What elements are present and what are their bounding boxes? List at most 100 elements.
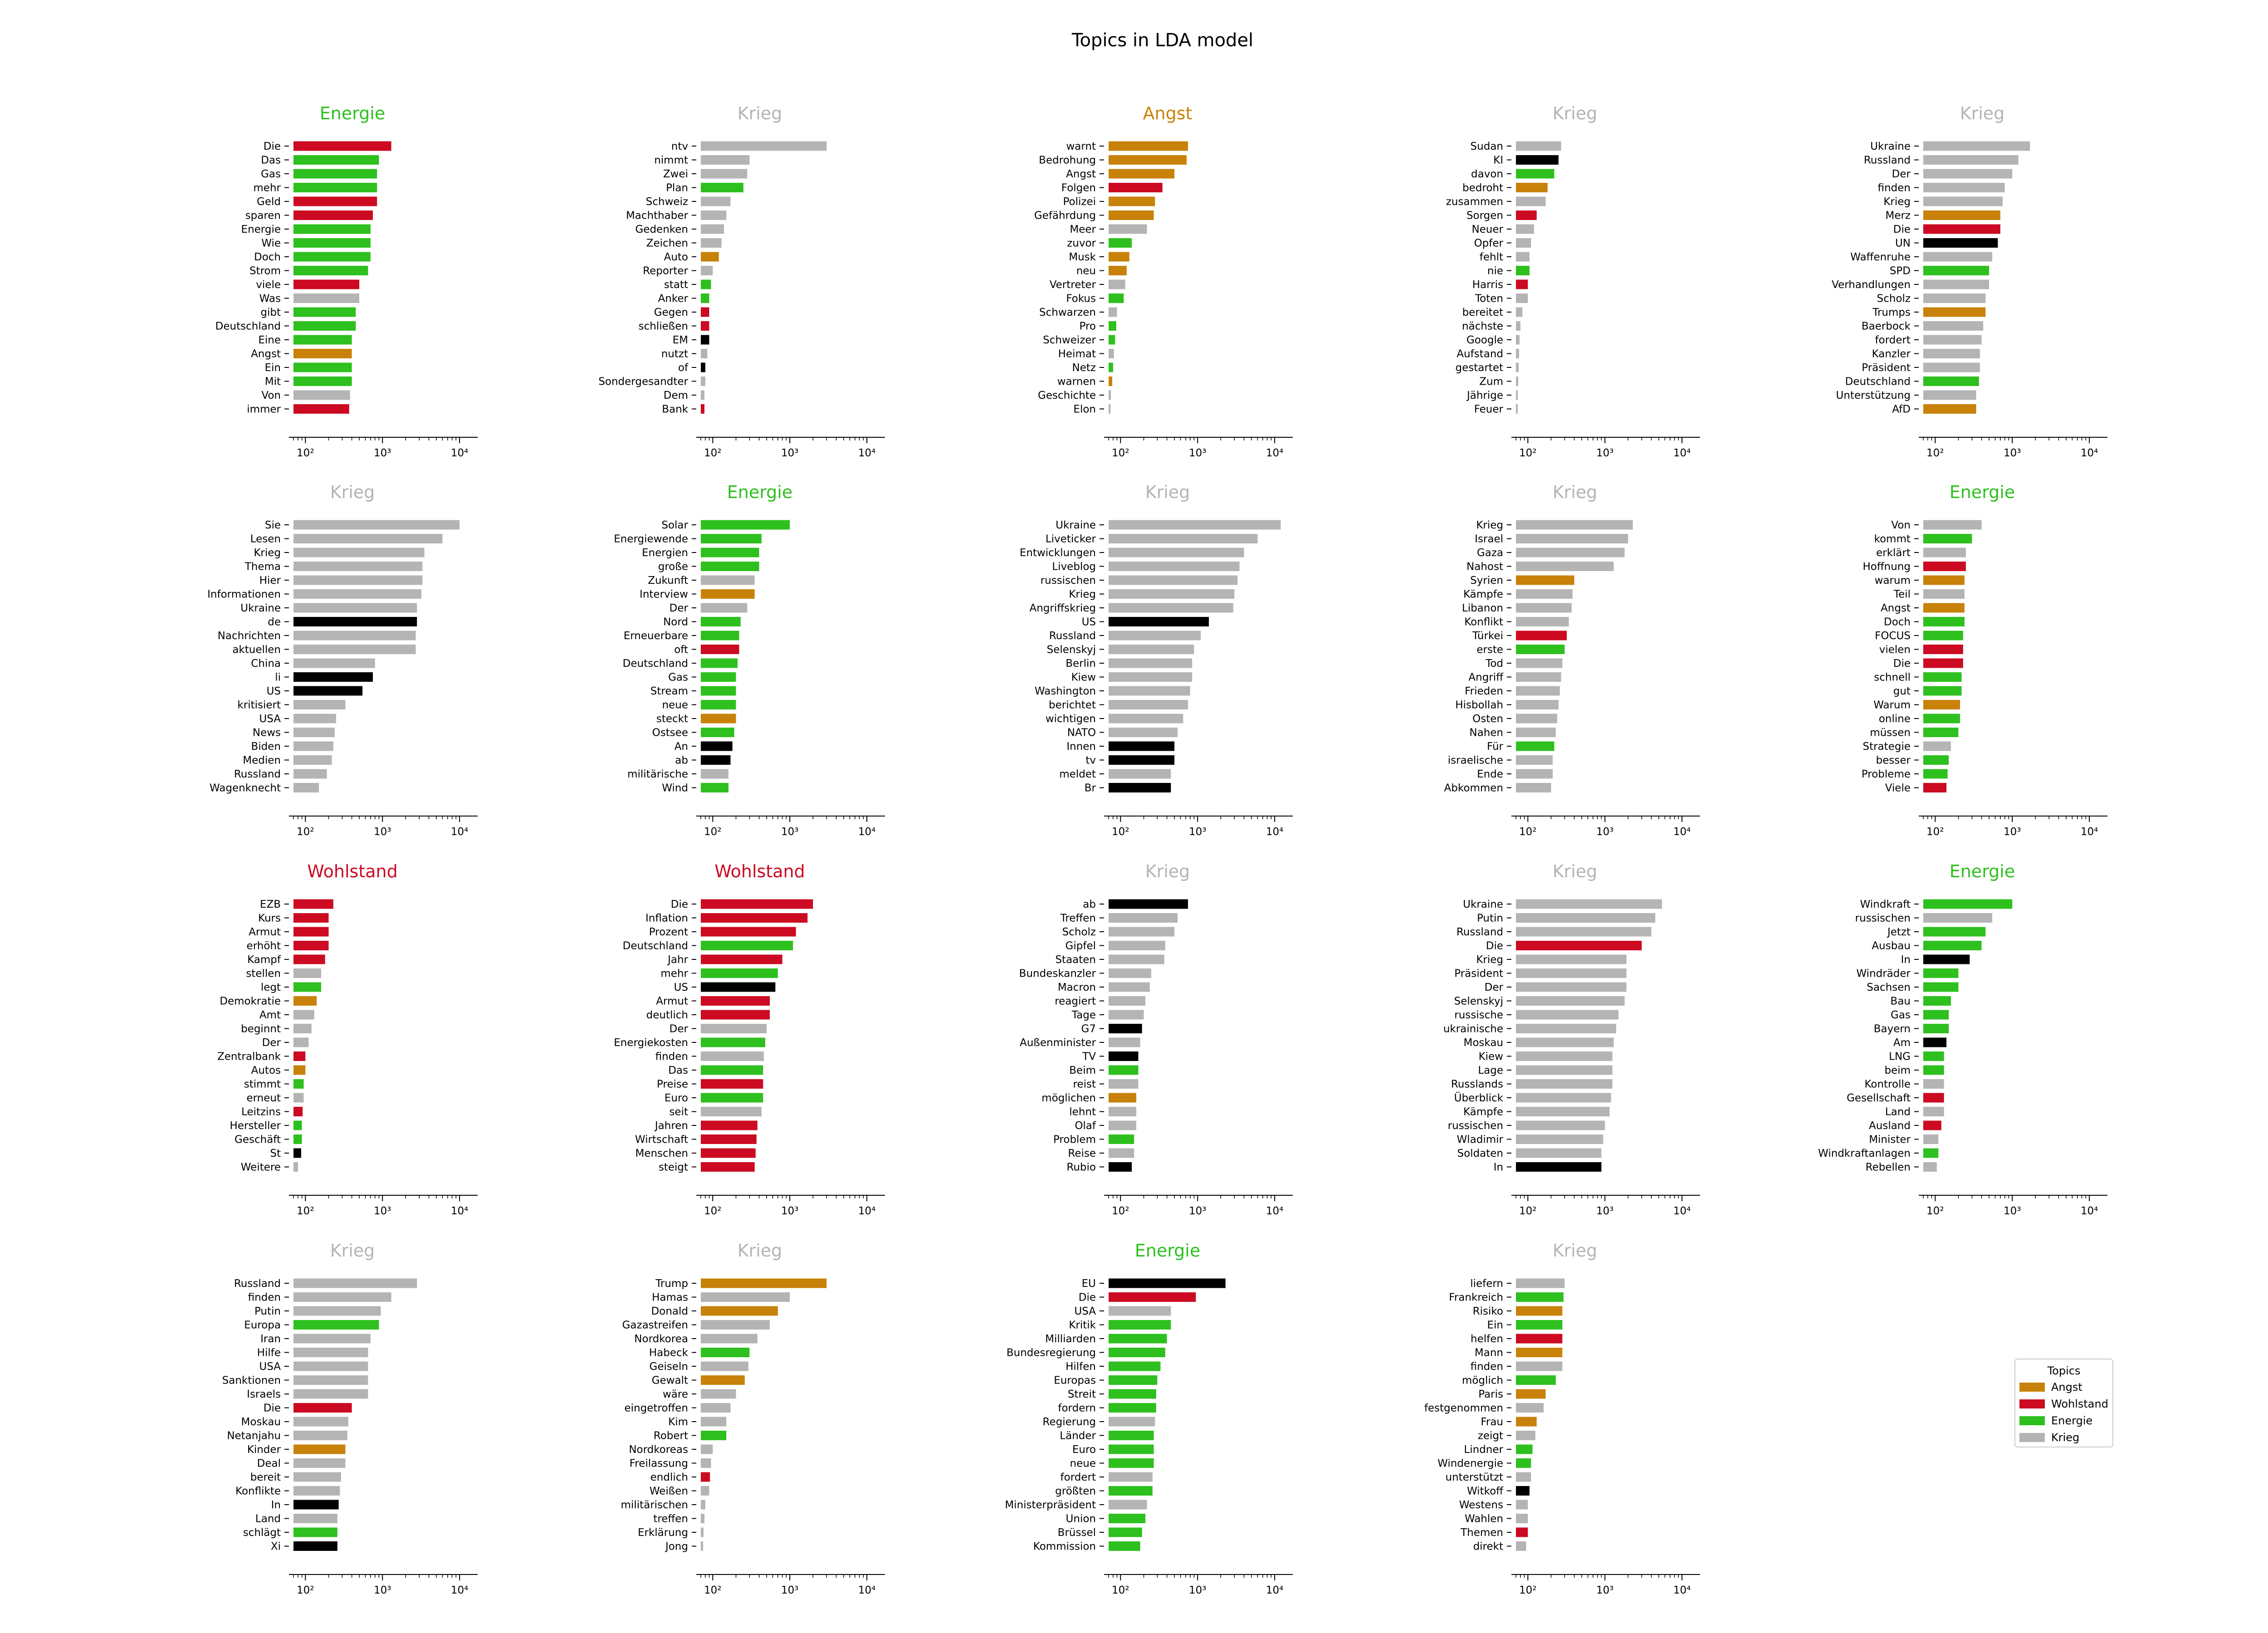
x-tick-label: 10⁴ <box>1673 1584 1691 1596</box>
word-label: Russland <box>1864 155 1911 166</box>
subplot-title: Energie <box>1950 861 2015 881</box>
word-label: ab <box>1083 899 1096 910</box>
legend-swatch-wohlstand <box>2019 1399 2045 1408</box>
word-label: Iran <box>260 1333 281 1345</box>
bar-Geschichte <box>1109 390 1111 400</box>
bar-Brüssel <box>1109 1527 1142 1537</box>
word-label: vielen <box>1879 644 1911 656</box>
word-label: Präsident <box>1454 968 1503 980</box>
bar-finden <box>1923 183 2005 192</box>
bar-Wagenknecht <box>293 783 319 792</box>
word-label: Israel <box>1475 533 1503 545</box>
bar-An <box>701 741 733 751</box>
bar-bereit <box>293 1472 341 1482</box>
bar-Vertreter <box>1109 279 1125 289</box>
word-label: Google <box>1466 334 1503 346</box>
bar-erneut <box>293 1093 304 1103</box>
word-label: Angst <box>1066 168 1096 180</box>
word-label: erklärt <box>1876 547 1911 559</box>
bar-Viele <box>1923 783 1947 792</box>
word-label: TV <box>1082 1051 1096 1063</box>
bar-SPD <box>1923 266 1989 275</box>
bar-Angriff <box>1516 672 1561 682</box>
word-label: Länder <box>1060 1430 1096 1442</box>
bar-Demokratie <box>293 996 317 1006</box>
word-label: Krieg <box>1069 589 1096 601</box>
bar-Windkraftanlagen <box>1923 1148 1939 1158</box>
word-label: Präsident <box>1862 362 1911 374</box>
word-label: Hier <box>259 575 281 587</box>
bar-Geschäft <box>293 1134 302 1144</box>
word-label: bedroht <box>1462 182 1503 194</box>
word-label: Windkraft <box>1860 899 1911 910</box>
subplot-title: Wohlstand <box>307 861 397 881</box>
bar-Fokus <box>1109 293 1124 303</box>
bar-Sachsen <box>1923 982 1959 992</box>
bar-In <box>293 1500 339 1510</box>
word-label: Strategie <box>1863 741 1911 753</box>
legend-swatch-energie <box>2019 1416 2045 1425</box>
word-label: neue <box>662 699 688 711</box>
bar-direkt <box>1516 1541 1526 1551</box>
word-label: Regierung <box>1043 1416 1096 1428</box>
bar-Br <box>1109 783 1171 792</box>
word-label: Habeck <box>649 1347 689 1359</box>
word-label: möglichen <box>1041 1092 1096 1104</box>
word-label: Witkoff <box>1467 1486 1504 1497</box>
word-label: erhöht <box>247 940 281 952</box>
bar-Staaten <box>1109 954 1164 964</box>
bar-Abkommen <box>1516 783 1551 792</box>
word-label: USA <box>1074 1305 1096 1317</box>
bar-Ausland <box>1923 1120 1941 1130</box>
word-label: Risiko <box>1473 1305 1503 1317</box>
word-label: Frau <box>1481 1416 1503 1428</box>
word-label: Ausbau <box>1872 940 1911 952</box>
bar-wichtigen <box>1109 714 1183 724</box>
word-label: Energiekosten <box>614 1037 688 1049</box>
bar-Regierung <box>1109 1417 1155 1427</box>
word-label: Wagenknecht <box>210 782 281 794</box>
word-label: Geschäft <box>235 1134 281 1146</box>
word-label: Energie <box>241 224 281 235</box>
bar-Google <box>1516 335 1520 345</box>
bar-Nachrichten <box>293 631 416 640</box>
x-tick-label: 10⁴ <box>2081 447 2098 459</box>
word-label: Westens <box>1459 1499 1503 1511</box>
word-label: Die <box>671 899 688 910</box>
x-tick-label: 10³ <box>781 1205 799 1217</box>
legend-swatch-krieg <box>2019 1433 2045 1442</box>
word-label: Gewalt <box>652 1375 688 1387</box>
word-label: Waffenruhe <box>1850 251 1911 263</box>
bar-Selenskyj <box>1109 645 1194 654</box>
word-label: israelische <box>1448 755 1503 767</box>
x-tick-label: 10³ <box>781 826 799 838</box>
word-label: liefern <box>1470 1278 1503 1290</box>
bar-Hoffnung <box>1923 562 1966 571</box>
word-label: In <box>271 1499 281 1511</box>
bar-Washington <box>1109 686 1190 696</box>
bar-festgenommen <box>1516 1403 1544 1413</box>
bar-Olaf <box>1109 1120 1136 1130</box>
word-label: Donald <box>651 1305 688 1317</box>
x-tick-label: 10³ <box>2004 826 2021 838</box>
bar-Meer <box>1109 224 1147 234</box>
word-label: Washington <box>1035 685 1096 697</box>
bar-Gegen <box>701 307 709 317</box>
subplot-title: Angst <box>1143 103 1193 123</box>
bar-Verhandlungen <box>1923 279 1989 289</box>
bar-neu <box>1109 266 1127 275</box>
word-label: In <box>1901 954 1911 966</box>
word-label: mehr <box>253 182 281 194</box>
word-label: direkt <box>1473 1541 1503 1553</box>
word-label: Nordkoreas <box>629 1444 688 1456</box>
bar-Polizei <box>1109 196 1155 206</box>
bar-Der <box>701 603 748 613</box>
word-label: Treffen <box>1060 913 1096 924</box>
bar-Energien <box>701 548 759 557</box>
word-label: Europas <box>1054 1375 1096 1387</box>
word-label: Liveticker <box>1046 533 1096 545</box>
bar-Menschen <box>701 1148 756 1158</box>
word-label: Berlin <box>1066 658 1096 670</box>
figure-title: Topics in LDA model <box>1071 30 1253 51</box>
bar-schlägt <box>293 1527 337 1537</box>
